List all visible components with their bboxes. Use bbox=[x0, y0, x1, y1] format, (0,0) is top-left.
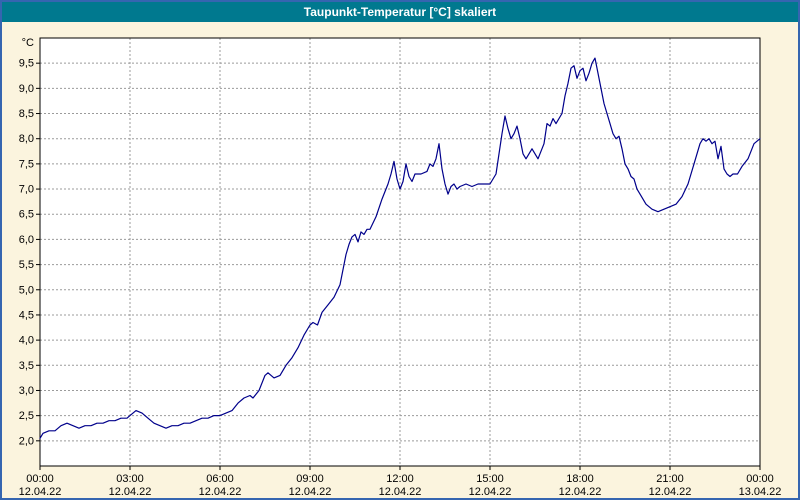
svg-text:5,0: 5,0 bbox=[19, 284, 34, 296]
svg-text:12.04.22: 12.04.22 bbox=[559, 486, 602, 498]
svg-text:12.04.22: 12.04.22 bbox=[289, 486, 332, 498]
svg-text:7,0: 7,0 bbox=[19, 184, 34, 196]
svg-text:12.04.22: 12.04.22 bbox=[19, 486, 62, 498]
svg-text:12:00: 12:00 bbox=[386, 473, 414, 485]
svg-text:5,5: 5,5 bbox=[19, 259, 34, 271]
y-axis: 2,0 2,5 3,0 3,5 4,0 4,5 5,0 5,5 6,0 6,5 7,0 7,5 8,0 8… bbox=[19, 37, 40, 447]
svg-text:9,0: 9,0 bbox=[19, 83, 34, 95]
svg-text:09:00: 09:00 bbox=[296, 473, 324, 485]
svg-text:12.04.22: 12.04.22 bbox=[199, 486, 242, 498]
svg-text:6,5: 6,5 bbox=[19, 209, 34, 221]
svg-text:4,5: 4,5 bbox=[19, 309, 34, 321]
svg-text:03:00: 03:00 bbox=[116, 473, 144, 485]
x-axis: 00:0012.04.2203:0012.04.2206:0012.04.220… bbox=[19, 466, 782, 498]
svg-text:4,0: 4,0 bbox=[19, 335, 34, 347]
svg-text:12.04.22: 12.04.22 bbox=[469, 486, 512, 498]
svg-text:21:00: 21:00 bbox=[656, 473, 684, 485]
svg-text:3,0: 3,0 bbox=[19, 385, 34, 397]
svg-text:00:00: 00:00 bbox=[746, 473, 774, 485]
svg-text:3,5: 3,5 bbox=[19, 360, 34, 372]
chart-title: Taupunkt-Temperatur [°C] skaliert bbox=[303, 5, 497, 19]
svg-text:6,0: 6,0 bbox=[19, 234, 34, 246]
svg-text:12.04.22: 12.04.22 bbox=[109, 486, 152, 498]
chart-title-bar: Taupunkt-Temperatur [°C] skaliert bbox=[2, 2, 798, 22]
svg-text:2,5: 2,5 bbox=[19, 410, 34, 422]
chart-area: 2,0 2,5 3,0 3,5 4,0 4,5 5,0 5,5 6,0 6,5 7,0 7,5 8,0 8… bbox=[2, 22, 798, 498]
line-chart-svg: 2,0 2,5 3,0 3,5 4,0 4,5 5,0 5,5 6,0 6,5 7,0 7,5 8,0 8… bbox=[19, 37, 782, 498]
svg-text:18:00: 18:00 bbox=[566, 473, 594, 485]
svg-text:12.04.22: 12.04.22 bbox=[649, 486, 692, 498]
svg-text:00:00: 00:00 bbox=[26, 473, 54, 485]
plot-border bbox=[39, 37, 761, 467]
svg-text:12.04.22: 12.04.22 bbox=[379, 486, 422, 498]
svg-text:°C: °C bbox=[22, 37, 34, 49]
svg-text:8,5: 8,5 bbox=[19, 108, 34, 120]
svg-text:9,5: 9,5 bbox=[19, 58, 34, 70]
svg-text:06:00: 06:00 bbox=[206, 473, 234, 485]
svg-text:2,0: 2,0 bbox=[19, 435, 34, 447]
dew-point-series-line bbox=[39, 57, 761, 439]
svg-text:7,5: 7,5 bbox=[19, 158, 34, 170]
svg-text:15:00: 15:00 bbox=[476, 473, 504, 485]
svg-text:13.04.22: 13.04.22 bbox=[739, 486, 782, 498]
svg-text:8,0: 8,0 bbox=[19, 133, 34, 145]
